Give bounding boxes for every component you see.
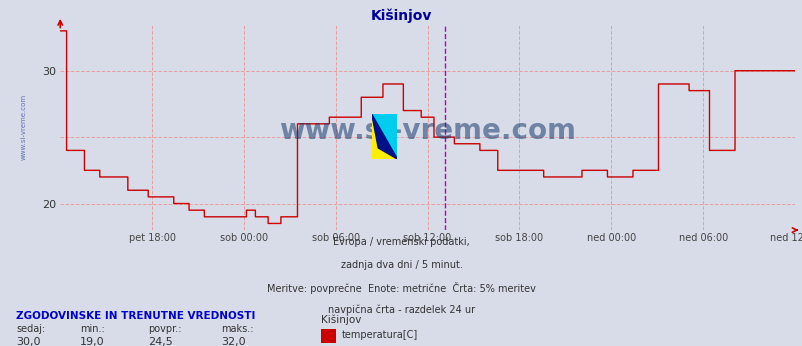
Text: Kišinjov: Kišinjov	[371, 9, 431, 23]
Text: povpr.:: povpr.:	[148, 324, 182, 334]
Text: Evropa / vremenski podatki,: Evropa / vremenski podatki,	[333, 237, 469, 247]
Text: Kišinjov: Kišinjov	[321, 315, 361, 325]
Text: maks.:: maks.:	[221, 324, 253, 334]
Text: www.si-vreme.com: www.si-vreme.com	[279, 117, 575, 145]
Polygon shape	[371, 114, 397, 159]
Text: 30,0: 30,0	[16, 337, 41, 346]
Polygon shape	[371, 114, 397, 159]
Text: sedaj:: sedaj:	[16, 324, 45, 334]
Text: 24,5: 24,5	[148, 337, 173, 346]
Text: Meritve: povprečne  Enote: metrične  Črta: 5% meritev: Meritve: povprečne Enote: metrične Črta:…	[267, 282, 535, 294]
Text: navpična črta - razdelek 24 ur: navpična črta - razdelek 24 ur	[327, 304, 475, 315]
Text: 19,0: 19,0	[80, 337, 105, 346]
Polygon shape	[371, 114, 397, 159]
Text: ZGODOVINSKE IN TRENUTNE VREDNOSTI: ZGODOVINSKE IN TRENUTNE VREDNOSTI	[16, 311, 255, 321]
Text: www.si-vreme.com: www.si-vreme.com	[21, 94, 26, 160]
Text: temperatura[C]: temperatura[C]	[341, 330, 417, 340]
Text: min.:: min.:	[80, 324, 105, 334]
Text: zadnja dva dni / 5 minut.: zadnja dva dni / 5 minut.	[340, 260, 462, 270]
Text: 32,0: 32,0	[221, 337, 245, 346]
